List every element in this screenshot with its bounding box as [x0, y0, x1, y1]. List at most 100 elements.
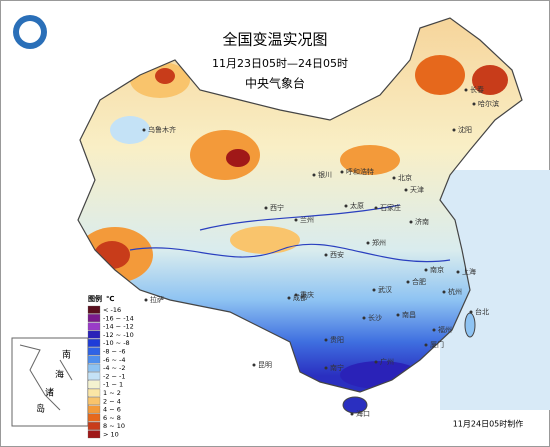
city-dot	[362, 316, 366, 320]
city-label: 银川	[318, 170, 332, 179]
legend-label: -14 ~ -12	[103, 323, 134, 331]
city-dot	[392, 176, 396, 180]
legend-label: 8 ~ 10	[103, 422, 125, 430]
legend-title: 图例	[88, 294, 102, 303]
footer: 11月24日05时制作	[453, 419, 524, 429]
city-label: 兰州	[300, 215, 314, 224]
city-label: 哈尔滨	[478, 99, 499, 108]
city-label: 杭州	[448, 287, 462, 296]
city-dot	[144, 298, 148, 302]
legend-label: -4 ~ -2	[103, 364, 126, 372]
city-label: 乌鲁木齐	[148, 125, 176, 134]
title: 全国变温实况图	[222, 31, 327, 49]
city-label: 南京	[430, 265, 444, 274]
legend-swatch	[87, 330, 101, 339]
city-dot	[456, 270, 460, 274]
city-dot	[366, 241, 370, 245]
city-dot	[424, 268, 428, 272]
legend-swatch	[87, 322, 101, 331]
city-label: 长春	[470, 85, 484, 94]
city-label: 昆明	[258, 361, 272, 369]
city-label: 福州	[438, 325, 452, 334]
city-dot	[142, 128, 146, 132]
legend-swatch	[87, 347, 101, 356]
city-dot	[294, 218, 298, 222]
city-dot	[406, 280, 410, 284]
legend-swatch	[87, 363, 101, 372]
city-dot	[442, 290, 446, 294]
legend-label: > 10	[103, 431, 119, 439]
city-dot	[324, 253, 328, 257]
city-label: 广州	[380, 357, 394, 366]
inset-label: 岛	[36, 403, 45, 415]
rivers	[129, 204, 451, 263]
city-dot	[324, 366, 328, 370]
legend-swatch	[87, 372, 101, 381]
city-label: 南宁	[330, 363, 344, 372]
inset-label: 南	[62, 349, 71, 361]
legend-swatch	[87, 422, 101, 430]
city-label: 西宁	[270, 203, 284, 212]
agency: 中央气象台	[245, 76, 305, 91]
city-label: 天津	[410, 186, 424, 194]
city-dot	[424, 343, 428, 347]
city-label: 长沙	[368, 313, 382, 322]
city-label: 上海	[462, 267, 476, 276]
inset-label: 诸	[45, 388, 54, 399]
legend-label: -8 ~ -6	[103, 348, 126, 356]
legend-unit: ℃	[106, 295, 114, 303]
legend-label: -10 ~ -8	[103, 339, 130, 347]
legend-swatch	[87, 397, 101, 405]
city-label: 合肥	[412, 277, 426, 286]
legend-swatch	[87, 405, 101, 414]
city-dot	[372, 288, 376, 292]
inset-lines	[19, 344, 73, 411]
city-label: 石家庄	[380, 203, 401, 212]
legend-swatch	[87, 314, 101, 322]
city-label: 重庆	[300, 290, 314, 299]
city-label: 贵阳	[330, 335, 344, 344]
inset-label: 海	[55, 369, 64, 381]
border	[77, 17, 523, 393]
city-label: 呼和浩特	[346, 167, 374, 176]
city-label: 台北	[475, 307, 489, 316]
city-dot	[294, 293, 298, 297]
city-dot	[464, 88, 468, 92]
legend-label: -16 ~ -14	[103, 314, 134, 322]
legend-label: -2 ~ -1	[103, 372, 126, 380]
legend-swatch	[87, 430, 101, 439]
city-dot	[469, 310, 473, 314]
city-label: 武汉	[378, 285, 392, 294]
city-dot	[252, 363, 256, 367]
city-label: 海口	[356, 409, 370, 418]
city-label: 太原	[350, 201, 364, 210]
city-dot	[340, 170, 344, 174]
legend-label: 2 ~ 4	[103, 397, 121, 405]
city-label: 北京	[398, 173, 412, 182]
city-dot	[312, 173, 316, 177]
city-dot	[324, 338, 328, 342]
city-dot	[472, 102, 476, 106]
legend-label: 6 ~ 8	[103, 414, 121, 422]
city-label: 成都	[293, 293, 307, 302]
city-label: 西安	[330, 250, 344, 259]
city-label: 厦门	[430, 340, 444, 349]
legend-swatch	[87, 339, 101, 347]
legend-label: 1 ~ 2	[103, 389, 121, 397]
city-dot	[374, 360, 378, 364]
taiwan	[464, 312, 476, 338]
city-dot	[344, 204, 348, 208]
legend-label: -1 ~ 1	[103, 381, 123, 389]
legend-label: -6 ~ -4	[103, 356, 126, 364]
logo-inner	[19, 21, 41, 43]
city-label: 沈阳	[458, 125, 472, 134]
legend-label: 4 ~ 6	[103, 406, 121, 414]
legend-swatch	[87, 413, 101, 422]
hainan	[342, 396, 368, 414]
city-label: 郑州	[372, 239, 386, 247]
legend-label: < -16	[103, 306, 121, 314]
city-dot	[374, 206, 378, 210]
city-dot	[452, 128, 456, 132]
inset	[11, 337, 89, 427]
